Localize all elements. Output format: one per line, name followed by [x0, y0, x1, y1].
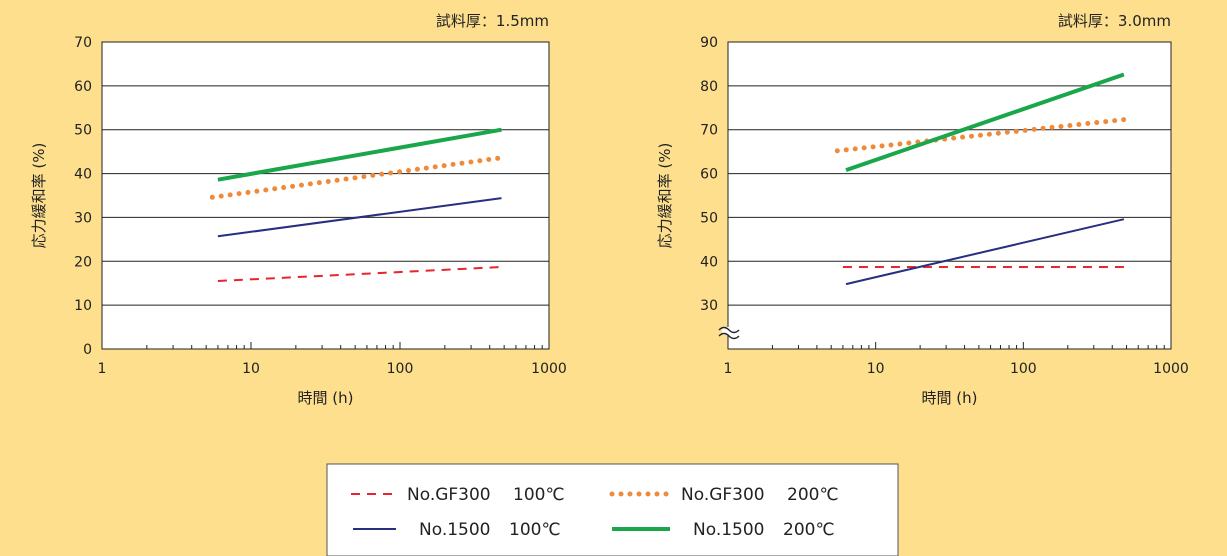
x-axis-label: 時間 (h)	[922, 389, 978, 407]
x-tick-label: 100	[387, 361, 414, 377]
y-tick-label: 80	[700, 79, 718, 95]
series-line-n1500_200	[845, 72, 1125, 172]
y-tick-label: 60	[700, 167, 718, 183]
legend-name: No.GF300	[681, 485, 765, 505]
legend-name: No.GF300	[407, 485, 491, 505]
axis-break-gap	[722, 327, 736, 335]
axis-break-mark	[718, 332, 740, 340]
series-line-n1500_200	[217, 127, 502, 182]
x-tick-label: 1000	[531, 361, 567, 377]
y-tick-label: 30	[700, 298, 718, 314]
x-tick-label: 10	[242, 361, 260, 377]
x-axis-label: 時間 (h)	[298, 389, 354, 407]
y-tick-label: 60	[74, 79, 92, 95]
plot-area	[102, 42, 549, 349]
series-line-n1500_100	[217, 197, 502, 238]
series-line-n1500_100	[845, 218, 1125, 286]
y-tick-label: 40	[700, 254, 718, 270]
legend-name: No.1500	[693, 520, 765, 540]
chart-panel-1: 0 10 20 30 40 50 60 70 1 10 100 1000 試料厚：1.5mm 時間 (h)…	[30, 12, 567, 407]
y-tick-label: 70	[700, 123, 718, 139]
legend: No.GF300 100℃ No.GF300 200℃ No.1500 100℃ No.15…	[326, 463, 899, 556]
y-tick-label: 20	[74, 254, 92, 270]
plot-frame	[727, 41, 1172, 350]
y-axis-label: 応力緩和率 (%)	[656, 143, 674, 249]
chart-title: 試料厚：3.0mm	[1058, 12, 1171, 30]
legend-temp: 200℃	[787, 485, 839, 505]
y-tick-label: 0	[83, 342, 92, 358]
plot-frame	[101, 41, 550, 350]
y-tick-label: 50	[700, 210, 718, 226]
chart-panel-2: 30 40 50 60 70 80 90 1 10 100 1000 試料厚：3.0mm 時間 (h) 応…	[656, 12, 1189, 407]
legend-temp: 200℃	[783, 520, 835, 540]
y-tick-label: 90	[700, 35, 718, 51]
x-tick-label: 1000	[1153, 361, 1189, 377]
y-tick-label: 50	[74, 123, 92, 139]
plot-area	[728, 42, 1171, 349]
legend-temp: 100℃	[509, 520, 561, 540]
x-tick-label: 100	[1010, 361, 1037, 377]
series-line-gf300_200	[834, 117, 1127, 154]
x-tick-label: 1	[724, 361, 733, 377]
x-tick-label: 1	[98, 361, 107, 377]
y-tick-label: 40	[74, 167, 92, 183]
y-tick-label: 70	[74, 35, 92, 51]
legend-temp: 100℃	[513, 485, 565, 505]
y-axis-label: 応力緩和率 (%)	[30, 143, 48, 249]
legend-name: No.1500	[419, 520, 491, 540]
series-line-gf300_200	[209, 155, 504, 200]
axis-break-mark	[718, 326, 740, 334]
x-tick-label: 10	[867, 361, 885, 377]
y-tick-label: 10	[74, 298, 92, 314]
y-tick-label: 30	[74, 210, 92, 226]
chart-title: 試料厚：1.5mm	[436, 12, 549, 30]
legend-box	[326, 463, 899, 556]
